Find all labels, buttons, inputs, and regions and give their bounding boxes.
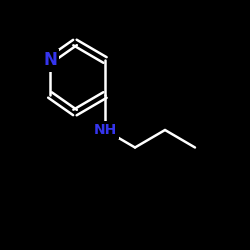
Text: N: N (43, 51, 57, 69)
Text: NH: NH (94, 123, 116, 137)
